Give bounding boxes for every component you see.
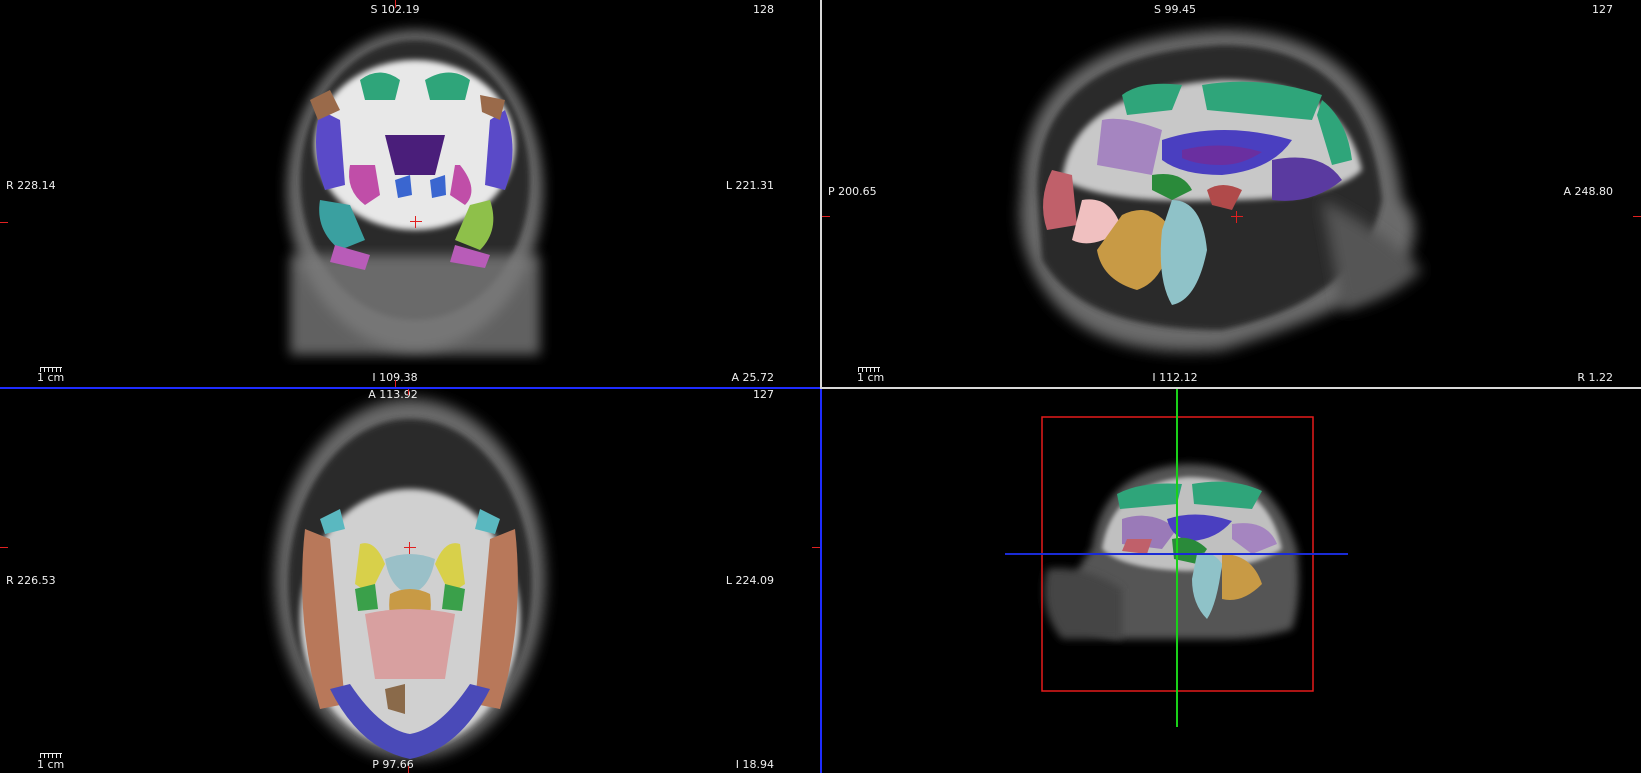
axial-crosshair-icon [404,542,416,554]
axial-scale-bar [40,753,62,758]
axial-viewport[interactable]: A 113.92 127 R 226.53 L 224.09 P 97.66 I… [0,389,820,773]
sagittal-slice-number: 127 [1592,3,1613,16]
axial-left-orientation: R 226.53 [6,574,56,587]
coronal-left-tick [0,222,8,223]
sagittal-right-tick [1633,216,1641,217]
coronal-image [287,30,543,355]
sagittal-scale-label: 1 cm [857,371,885,384]
sagittal-image [1020,30,1422,352]
axial-left-tick [0,547,8,548]
sagittal-viewport[interactable]: S 99.45 127 P 200.65 A 248.80 I 112.12 R… [822,0,1641,387]
coronal-bottom-orientation: I 109.38 [372,371,418,384]
sagittal-left-tick [822,216,830,217]
sagittal-top-orientation: S 99.45 [1154,3,1196,16]
axial-right-tick [812,547,820,548]
coronal-right-orientation: L 221.31 [725,179,774,192]
axial-top-orientation: A 113.92 [368,389,418,401]
axial-top-tick [408,389,409,395]
viewport-separator-vertical-bottom [820,389,822,773]
3d-render [1005,389,1348,727]
coronal-scale-bar [40,367,62,372]
coronal-left-orientation: R 228.14 [6,179,56,192]
coronal-top-tick [395,0,396,8]
sagittal-right-orientation: A 248.80 [1563,185,1613,198]
sagittal-scale-bar [858,367,880,372]
viewport-separator-horizontal-right [820,387,1641,389]
sagittal-bottom-right-readout: R 1.22 [1577,371,1613,384]
coronal-bottom-right-readout: A 25.72 [731,371,774,384]
coronal-slice-number: 128 [753,3,774,16]
axial-bottom-tick [408,766,409,773]
viewport-separator-horizontal-left [0,387,820,389]
coronal-crosshair-icon [410,216,422,228]
axial-bottom-orientation: P 97.66 [372,758,414,771]
coronal-top-orientation: S 102.19 [370,3,420,16]
sagittal-bottom-orientation: I 112.12 [1152,371,1198,384]
axial-bottom-right-readout: I 18.94 [735,758,774,771]
coronal-viewport[interactable]: S 102.19 128 R 228.14 L 221.31 I 109.38 … [0,0,820,387]
axial-image [275,399,545,759]
3d-viewport[interactable] [822,389,1641,773]
viewport-separator-vertical-top [820,0,822,387]
axial-slice-number: 127 [753,389,774,401]
coronal-scale-label: 1 cm [37,371,65,384]
sagittal-crosshair-icon [1231,211,1243,223]
axial-right-orientation: L 224.09 [725,574,774,587]
axial-scale-label: 1 cm [37,758,65,771]
sagittal-left-orientation: P 200.65 [828,185,877,198]
coronal-bottom-tick [395,380,396,387]
